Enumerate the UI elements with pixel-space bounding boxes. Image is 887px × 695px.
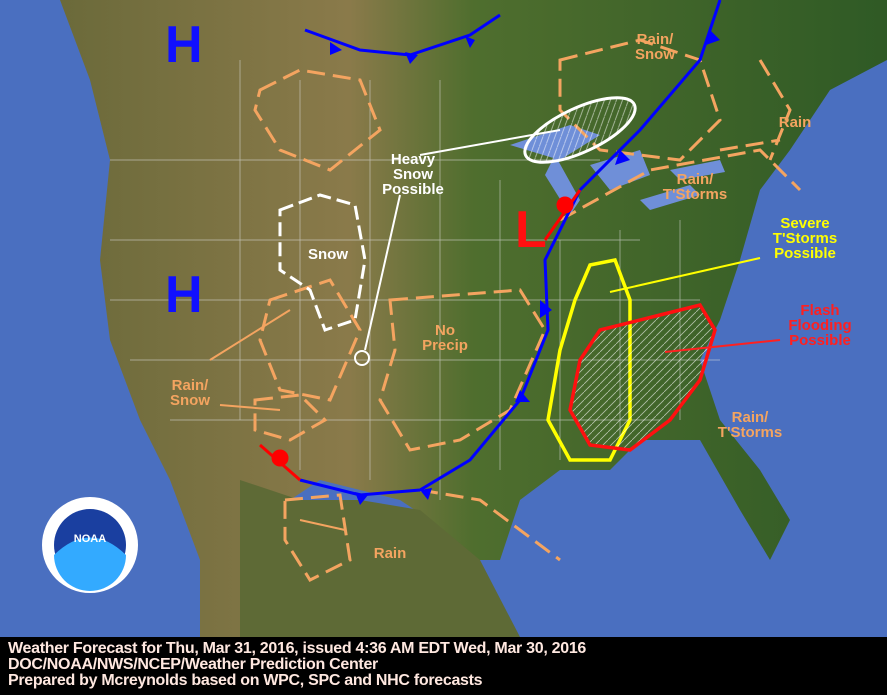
mexico-land bbox=[240, 480, 520, 637]
label-heavy-snow: Heavy Snow Possible bbox=[382, 151, 444, 198]
label-severe-tstorms: Severe T'Storms Possible bbox=[772, 215, 838, 262]
label-rain-sw: Rain bbox=[373, 545, 407, 562]
map-canvas bbox=[0, 0, 887, 637]
footer: Weather Forecast for Thu, Mar 31, 2016, … bbox=[0, 637, 887, 695]
label-rain-snow-ne: Rain/ Snow bbox=[635, 31, 675, 63]
high-pressure-marker: H bbox=[165, 16, 203, 74]
flood-area bbox=[568, 302, 717, 452]
label-rain-tstorms-east: Rain/ T'Storms bbox=[662, 171, 728, 203]
label-rain-snow-sw: Rain/ Snow bbox=[170, 377, 210, 409]
preparer-line: Prepared by Mcreynolds based on WPC, SPC… bbox=[8, 672, 483, 689]
warm-fronts bbox=[259, 189, 582, 482]
label-rain-ne: Rain bbox=[778, 114, 812, 131]
noaa-logo bbox=[42, 497, 138, 593]
low-pressure-marker: L bbox=[515, 201, 547, 259]
heavy-snow-spot bbox=[354, 350, 370, 366]
arrows bbox=[209, 129, 781, 531]
heavy-snow-area bbox=[523, 96, 637, 164]
label-flash-flooding: Flash Flooding Possible bbox=[788, 302, 852, 349]
severe-area bbox=[546, 257, 632, 462]
label-snow: Snow bbox=[308, 246, 348, 263]
forecast-title: Weather Forecast for Thu, Mar 31, 2016, … bbox=[8, 640, 587, 657]
noaa-logo-text: NOAA bbox=[73, 533, 107, 545]
agency-line: DOC/NOAA/NWS/NCEP/Weather Prediction Cen… bbox=[8, 656, 378, 673]
label-no-precip: No Precip bbox=[422, 322, 468, 354]
label-rain-tstorms-se: Rain/ T'Storms bbox=[717, 409, 783, 441]
high-pressure-marker: H bbox=[165, 266, 203, 324]
